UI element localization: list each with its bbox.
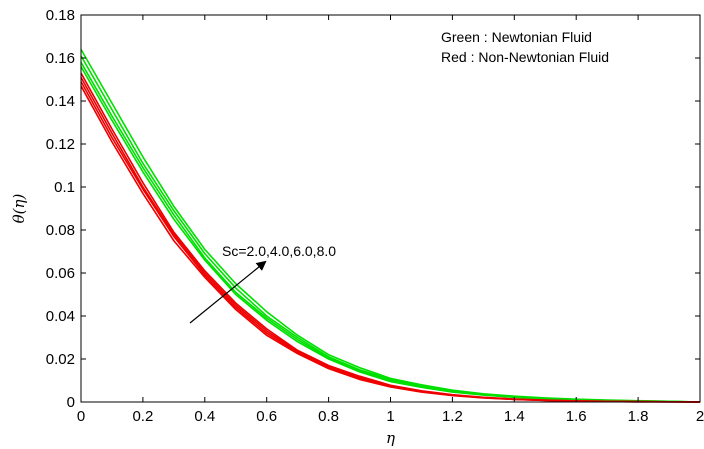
y-tick-label: 0.12 bbox=[46, 136, 75, 153]
legend-entry-non-newtonian: Red : Non-Newtonian Fluid bbox=[441, 49, 609, 65]
x-tick-label: 1.4 bbox=[504, 408, 525, 425]
y-tick-label: 0.08 bbox=[46, 222, 75, 239]
y-tick-label: 0.14 bbox=[46, 93, 75, 110]
x-tick-label: 0.8 bbox=[318, 408, 339, 425]
x-tick-label: 0.2 bbox=[132, 408, 153, 425]
x-tick-label: 1 bbox=[386, 408, 394, 425]
x-tick-label: 1.2 bbox=[442, 408, 463, 425]
y-tick-label: 0.16 bbox=[46, 50, 75, 67]
y-tick-label: 0.06 bbox=[46, 265, 75, 282]
x-tick-label: 0.4 bbox=[194, 408, 215, 425]
x-tick-label: 0 bbox=[77, 408, 85, 425]
y-tick-label: 0.04 bbox=[46, 308, 75, 325]
legend: Green : Newtonian Fluid Red : Non-Newton… bbox=[441, 29, 609, 65]
x-tick-label: 0.6 bbox=[256, 408, 277, 425]
sc-increase-arrow bbox=[189, 260, 267, 324]
y-tick-label: 0.02 bbox=[46, 351, 75, 368]
y-tick-label: 0 bbox=[67, 394, 75, 411]
sc-annotation: Sc=2.0,4.0,6.0,8.0 bbox=[222, 243, 336, 259]
x-tick-label: 2 bbox=[696, 408, 704, 425]
x-tick-label: 1.8 bbox=[628, 408, 649, 425]
series-lines bbox=[80, 49, 701, 403]
y-axis-label: θ(η) bbox=[10, 193, 28, 223]
series-line-non-newtonian-4 bbox=[80, 85, 701, 403]
legend-entry-newtonian: Green : Newtonian Fluid bbox=[441, 29, 592, 45]
x-axis-label: η bbox=[386, 429, 395, 447]
y-tick-label: 0.1 bbox=[54, 179, 75, 196]
y-axis: 0 0.02 0.04 0.06 0.08 0.1 0.12 0.14 0.16 0.18 bbox=[46, 7, 700, 411]
y-tick-label: 0.18 bbox=[46, 7, 75, 24]
x-tick-label: 1.6 bbox=[566, 408, 587, 425]
x-axis: 0 0.2 0.4 0.6 0.8 1 1.2 1.4 1.6 1.8 2 bbox=[77, 15, 704, 425]
